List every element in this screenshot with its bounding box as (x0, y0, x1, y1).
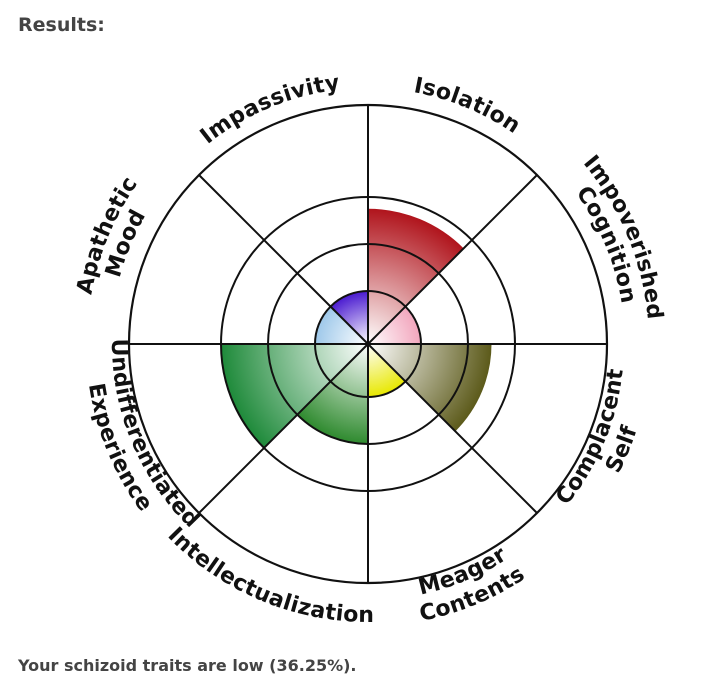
category-label: Isolation (412, 73, 525, 139)
sector-undifferentiated-experience (221, 344, 368, 448)
sector-intellectualization (297, 344, 368, 444)
grid-spoke (198, 174, 369, 345)
sector-impoverished-cognition (368, 306, 421, 344)
sector-complacent-self (368, 344, 492, 432)
grid-spoke (198, 343, 369, 514)
chart-sectors (221, 208, 492, 448)
category-label: Intellectualization (163, 523, 375, 628)
results-title: Results: (18, 14, 105, 36)
label-intellectualization: Intellectualization (163, 523, 375, 628)
sector-meager-contents (368, 344, 406, 397)
result-summary: Your schizoid traits are low (36.25%). (18, 656, 357, 675)
sector-impassivity (330, 291, 368, 344)
grid-spoke (367, 343, 538, 514)
grid-spoke (367, 174, 538, 345)
sector-apathetic-mood (315, 306, 368, 344)
sector-isolation (368, 208, 464, 344)
chart-grid (127, 103, 609, 585)
label-isolation: Isolation (412, 73, 525, 139)
